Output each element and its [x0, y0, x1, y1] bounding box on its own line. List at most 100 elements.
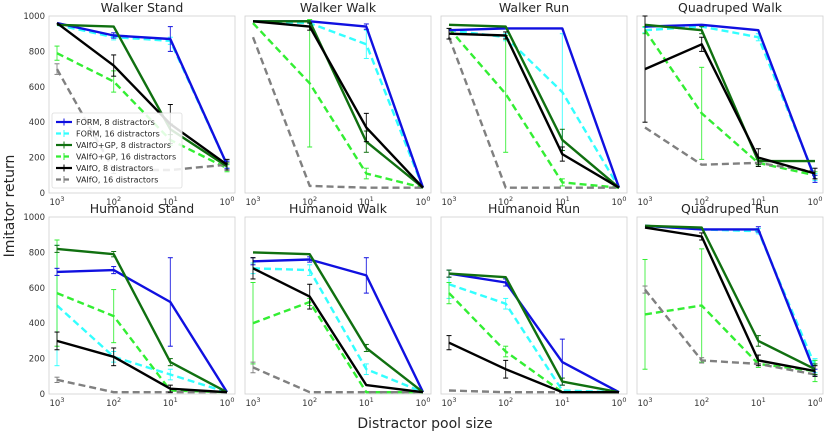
legend-item: FORM, 8 distractors: [56, 118, 155, 127]
y-tick-label: 800: [29, 47, 45, 57]
x-tick-label: 100: [612, 396, 627, 409]
panel-title: Humanoid Stand: [90, 201, 194, 216]
x-tick-label: 100: [416, 396, 431, 409]
legend-label: VAIfO, 16 distractors: [76, 176, 158, 185]
panel-quadruped-walk: Quadruped Walk 103 102 101 100: [636, 0, 824, 208]
x-tick-label: 102: [694, 396, 709, 409]
legend-item: VAIfO+GP, 8 distractors: [56, 141, 171, 150]
x-tick-label: 102: [302, 195, 317, 208]
x-tick-label: 103: [246, 195, 261, 208]
series-line: [448, 272, 620, 394]
series-line: [448, 27, 620, 189]
y-tick-label: 400: [29, 118, 45, 128]
series-vaifo-8-distractors: [642, 15, 818, 180]
series-vaifo-8-distractors: [446, 27, 620, 189]
panel-humanoid-run: Humanoid Run 103 102 101 100: [440, 201, 628, 409]
x-tick-label: 103: [442, 396, 457, 409]
series-line: [644, 23, 817, 180]
panel-title: Humanoid Walk: [289, 201, 388, 216]
series-vaifo-8-distractors: [446, 335, 619, 394]
x-tick-label: 101: [751, 195, 766, 208]
axes-frame: [636, 15, 824, 194]
series-vaifo-16-distractors: [54, 376, 227, 394]
series-line: [56, 339, 228, 394]
series-vaifo-gp-16-distractors: [642, 248, 818, 383]
legend-item: VAIfO, 8 distractors: [56, 164, 153, 173]
panel-quadruped-run: Quadruped Run 103 102 101 100: [636, 201, 824, 409]
series-form-8-distractors: [448, 27, 621, 189]
axes-frame: [440, 15, 628, 194]
legend-label: VAIfO+GP, 16 distractors: [76, 153, 176, 162]
x-tick-label: 101: [555, 396, 570, 409]
panel-title: Walker Run: [499, 0, 569, 15]
series-line: [644, 226, 816, 373]
series-line: [644, 288, 816, 376]
series-line: [448, 341, 619, 394]
x-tick-label: 100: [808, 195, 823, 208]
series-vaifo-16-distractors: [447, 36, 619, 189]
series-line: [644, 43, 816, 175]
series-line: [644, 304, 816, 373]
series-vaifo-8-distractors: [252, 20, 424, 189]
legend-label: VAIfO, 8 distractors: [76, 164, 153, 173]
series-line: [56, 23, 228, 168]
axes-frame: [636, 216, 824, 395]
series-line: [56, 247, 228, 394]
series-line: [252, 258, 425, 393]
y-tick-label: 600: [29, 284, 45, 294]
x-tick-label: 102: [498, 396, 513, 409]
legend-label: FORM, 8 distractors: [76, 118, 155, 127]
x-tick-label: 103: [50, 195, 65, 208]
series-line: [644, 23, 815, 163]
series-line: [448, 23, 620, 189]
x-tick-label: 100: [220, 195, 235, 208]
series-vaifo-16-distractors: [251, 36, 423, 189]
legend-label: VAIfO+GP, 8 distractors: [76, 141, 171, 150]
x-tick-label: 100: [416, 195, 431, 208]
series-line: [252, 300, 423, 394]
y-tick-label: 800: [29, 248, 45, 258]
legend: FORM, 8 distractors FORM, 16 distractors V…: [51, 112, 183, 189]
series-vaifo-16-distractors: [644, 126, 816, 173]
panel-humanoid-walk: Humanoid Walk 103 102 101 100: [244, 201, 432, 409]
series-line: [644, 29, 816, 177]
series-form-8-distractors: [54, 257, 229, 393]
y-tick-label: 200: [29, 154, 45, 164]
series-vaifo-gp-8-distractors: [252, 251, 424, 394]
legend-label: FORM, 16 distractors: [76, 130, 160, 139]
x-tick-label: 101: [359, 396, 374, 409]
series-line: [448, 32, 620, 189]
panel-walker-walk: Walker Walk 103 102 101 100: [244, 0, 432, 208]
series-line: [56, 52, 228, 170]
x-tick-label: 103: [638, 396, 653, 409]
series-line: [447, 36, 619, 189]
y-tick-label: 200: [29, 355, 45, 365]
series-vaifo-8-distractors: [54, 331, 228, 394]
series-vaifo-16-distractors: [448, 389, 619, 394]
legend-item: FORM, 16 distractors: [56, 130, 160, 139]
panel-title: Walker Walk: [300, 0, 377, 15]
series-vaifo-gp-8-distractors: [54, 244, 228, 394]
x-axis-label: Distractor pool size: [357, 416, 492, 432]
series-vaifo-gp-16-distractors: [252, 19, 424, 189]
series-line: [56, 304, 228, 394]
legend-box: [51, 112, 183, 189]
series-line: [56, 22, 228, 166]
axes-frame: [440, 216, 628, 395]
series-line: [644, 224, 816, 371]
x-tick-label: 101: [751, 396, 766, 409]
series-line: [253, 20, 424, 189]
y-tick-label: 0: [40, 390, 45, 400]
x-tick-label: 100: [612, 195, 627, 208]
x-tick-label: 103: [50, 396, 65, 409]
y-tick-label: 1000: [23, 12, 45, 22]
y-tick-label: 0: [40, 189, 45, 199]
series-line: [56, 268, 229, 393]
x-tick-label: 100: [808, 396, 823, 409]
series-line: [252, 20, 424, 189]
x-tick-label: 103: [442, 195, 457, 208]
series-vaifo-gp-16-distractors: [54, 239, 228, 394]
series-vaifo-8-distractors: [250, 257, 424, 394]
